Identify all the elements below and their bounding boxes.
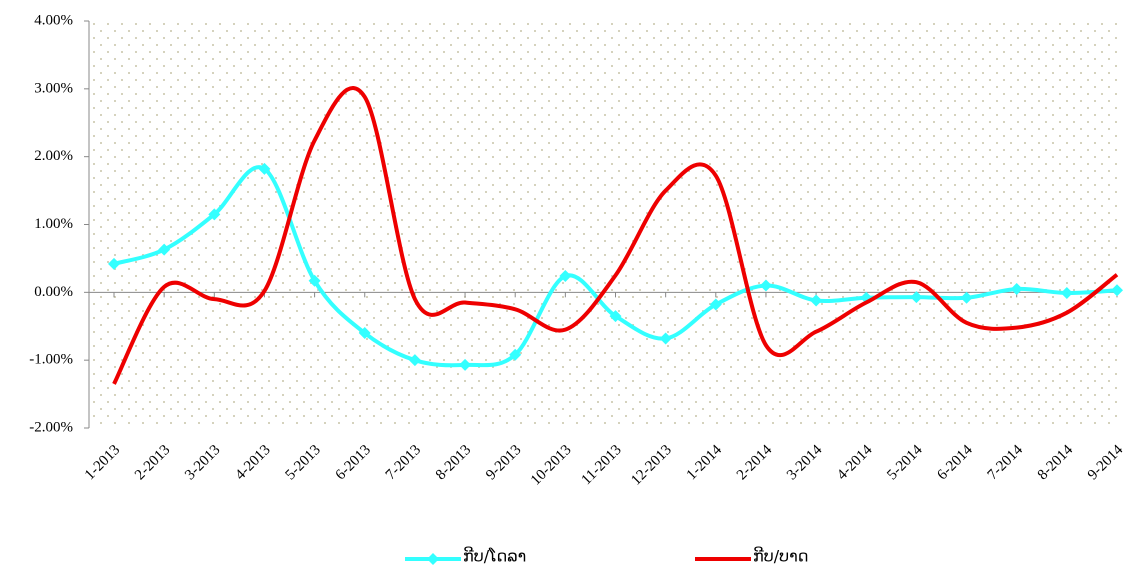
series-marker: [509, 348, 522, 361]
legend-marker: [427, 553, 439, 565]
x-tick-label: 8-2014: [1035, 442, 1077, 484]
series-marker: [609, 310, 622, 323]
x-tick-label: 2-2014: [734, 442, 776, 484]
y-tick-label: -2.00%: [29, 419, 73, 435]
x-tick-label: 7-2013: [383, 442, 424, 483]
series-marker: [358, 327, 371, 340]
series-marker: [108, 257, 120, 270]
x-tick-label: 7-2014: [985, 442, 1027, 484]
series-marker: [659, 332, 672, 345]
series-line: [112, 86, 1119, 385]
series-marker: [258, 162, 271, 175]
series-marker: [459, 358, 472, 371]
x-tick-label: 10-2013: [528, 442, 575, 489]
x-tick-label: 8-2013: [433, 442, 474, 483]
legend-label: ກີບ/ໂດລາ: [463, 546, 526, 565]
plot-area: [89, 21, 1118, 428]
x-tick-label: 5-2014: [884, 442, 926, 484]
y-tick-label: 0.00%: [34, 284, 73, 300]
y-tick-label: 2.00%: [34, 148, 73, 164]
x-tick-label: 2-2013: [132, 442, 173, 483]
x-tick-label: 9-2013: [483, 442, 524, 483]
series-marker: [810, 294, 823, 307]
x-tick-label: 9-2014: [1085, 442, 1127, 484]
legend-label: ກີບ/ບາດ: [753, 546, 808, 565]
series-marker: [559, 270, 572, 283]
series-marker: [158, 243, 171, 256]
series-marker: [1060, 287, 1073, 300]
x-tick-label: 6-2014: [934, 442, 976, 484]
series-marker: [208, 208, 221, 221]
series-marker: [759, 279, 772, 292]
x-tick-label: 6-2013: [333, 442, 374, 483]
series-marker: [1111, 284, 1123, 297]
x-tick-label: 5-2013: [282, 442, 323, 483]
x-tick-label: 3-2014: [784, 442, 826, 484]
series-marker: [1010, 282, 1023, 295]
x-tick-label: 1-2014: [684, 442, 726, 484]
y-tick-label: 4.00%: [34, 12, 73, 28]
x-tick-label: 4-2013: [232, 442, 273, 483]
series-marker: [408, 354, 421, 367]
series-marker: [910, 291, 923, 304]
y-tick-label: -1.00%: [29, 352, 73, 368]
y-tick-label: 3.00%: [34, 80, 73, 96]
series-marker: [960, 291, 973, 304]
y-tick-label: 1.00%: [34, 216, 73, 232]
x-tick-label: 4-2014: [834, 442, 876, 484]
series-marker: [709, 298, 722, 311]
x-tick-label: 11-2013: [578, 442, 624, 488]
series-marker: [308, 274, 321, 287]
x-tick-label: 12-2013: [628, 442, 675, 489]
x-tick-label: 1-2013: [82, 442, 123, 483]
x-tick-label: 3-2013: [182, 442, 223, 483]
